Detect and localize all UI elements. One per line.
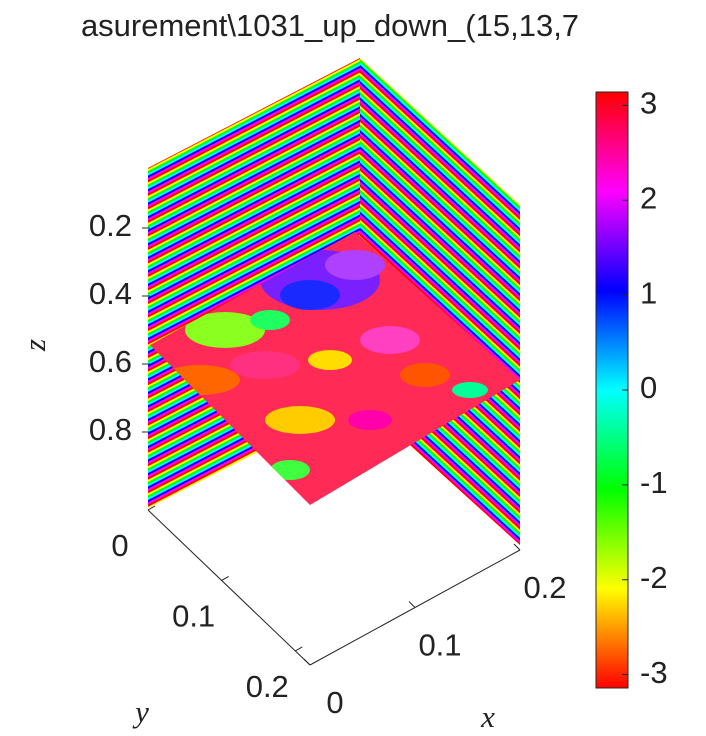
y-tick-label: 0: [111, 528, 128, 563]
y-tick: [295, 646, 303, 652]
z-tick-label: 0.6: [89, 344, 132, 379]
colorbar-tick-label: 1: [640, 275, 657, 310]
y-axis-line: [147, 509, 311, 666]
chart-title: asurement\1031_up_down_(15,13,7: [81, 8, 579, 43]
x-tick: [303, 658, 311, 666]
colorbar-tick-label: -3: [640, 655, 668, 690]
y-tick-label: 0.1: [172, 599, 215, 634]
y-axis-label: y: [132, 694, 149, 729]
y-tick: [221, 576, 229, 581]
z-tick-label: 0.2: [89, 208, 132, 243]
colorbar-tick-label: -1: [640, 465, 668, 500]
y-tick: [147, 505, 156, 511]
z-tick-label: 0.8: [89, 412, 132, 447]
x-axis-label: x: [480, 699, 495, 734]
z-axis-label: z: [17, 339, 52, 352]
z-tick-label: 0.4: [89, 276, 132, 311]
x-tick-label: 0: [326, 685, 343, 720]
box-axes: [147, 509, 521, 666]
colorbar-tick-label: 2: [640, 180, 657, 215]
colorbar-tick-label: -2: [640, 560, 668, 595]
x-tick: [513, 543, 521, 551]
colorbar-tick-label: 3: [640, 86, 657, 121]
x-tick-label: 0.2: [523, 570, 566, 605]
x-tick-label: 0.1: [418, 628, 461, 663]
colorbar-tick-label: 0: [640, 370, 657, 405]
y-tick-label: 0.2: [246, 669, 289, 704]
x-tick: [408, 601, 416, 608]
